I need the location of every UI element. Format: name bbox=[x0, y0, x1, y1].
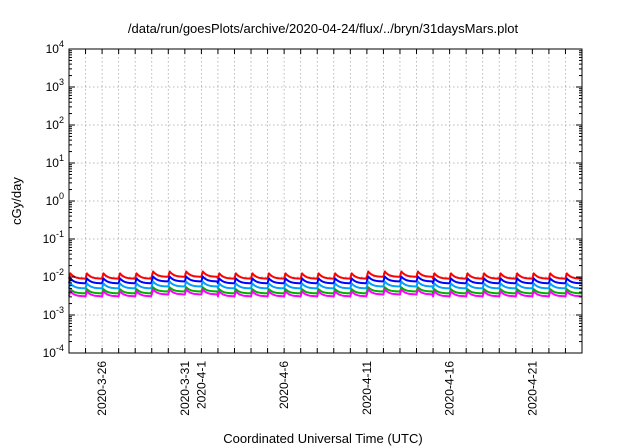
y-tick-label: 101 bbox=[46, 153, 64, 170]
y-ticks: 10-4 10-3 10-2 10-1 100 101 102 103 104 bbox=[43, 39, 582, 360]
x-tick-label: 2020-4-16 bbox=[443, 361, 457, 416]
x-axis-label: Coordinated Universal Time (UTC) bbox=[223, 431, 422, 446]
grid bbox=[69, 49, 582, 353]
y-tick-label: 10-4 bbox=[43, 343, 64, 360]
y-tick-label: 100 bbox=[46, 191, 64, 208]
chart-title: /data/run/goesPlots/archive/2020-04-24/f… bbox=[128, 21, 519, 36]
x-ticks: 2020-3-26 2020-3-31 2020-4-1 2020-4-6 2020-4… bbox=[85, 49, 566, 416]
series-layer bbox=[68, 270, 583, 298]
y-tick-label: 103 bbox=[46, 77, 64, 94]
x-tick-label: 2020-4-1 bbox=[194, 361, 208, 409]
series-line bbox=[68, 275, 583, 285]
x-tick-label: 2020-3-31 bbox=[178, 361, 192, 416]
x-tick-label: 2020-4-21 bbox=[525, 361, 539, 416]
series-line bbox=[68, 286, 583, 295]
y-tick-label: 104 bbox=[46, 39, 64, 56]
x-tick-label: 2020-3-26 bbox=[95, 361, 109, 416]
y-tick-label: 102 bbox=[46, 115, 64, 132]
series-line bbox=[68, 288, 583, 298]
y-tick-label: 10-3 bbox=[43, 305, 64, 322]
x-tick-label: 2020-4-11 bbox=[360, 361, 374, 415]
y-tick-label: 10-1 bbox=[43, 229, 64, 246]
series-line bbox=[68, 270, 583, 280]
y-axis-label: cGy/day bbox=[9, 177, 24, 225]
x-tick-label: 2020-4-6 bbox=[277, 361, 291, 409]
y-tick-label: 10-2 bbox=[43, 267, 64, 284]
series-line bbox=[68, 280, 583, 290]
